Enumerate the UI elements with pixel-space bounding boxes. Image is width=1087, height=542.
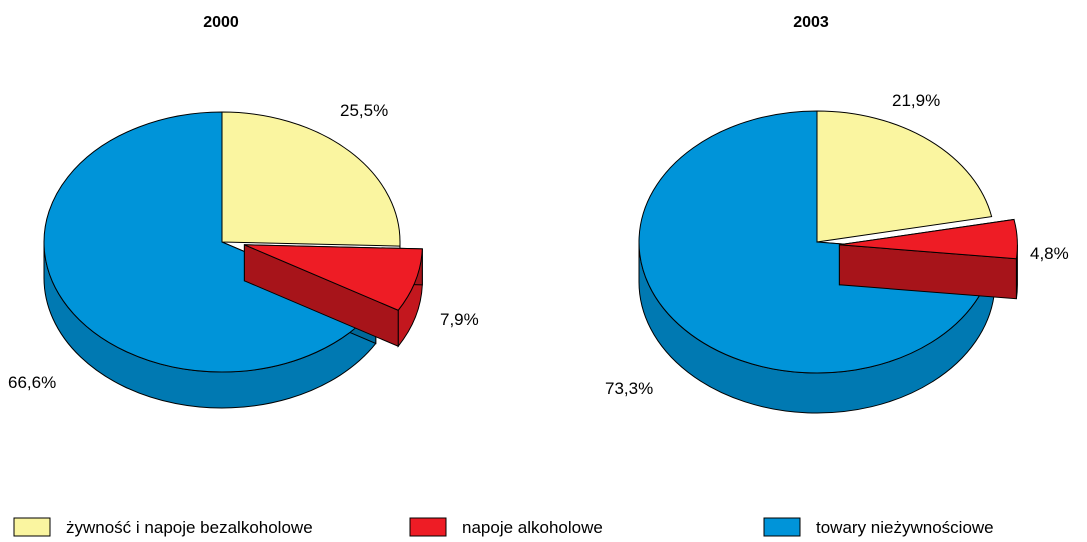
- label-alcohol-2000: 7,9%: [440, 310, 479, 329]
- pie-chart-2000: 2000 25,5% 7,9% 66,6%: [8, 14, 479, 409]
- chart-title-2000: 2000: [203, 14, 239, 31]
- legend-label-nonfood: towary nieżywnościowe: [816, 518, 994, 537]
- legend-swatch-alcohol: [409, 517, 447, 537]
- slice-top-towary-niezywnosciowe-2000: [43, 111, 377, 373]
- legend-label-alcohol: napoje alkoholowe: [462, 518, 603, 537]
- slice-napoje-alkoholowe-2000: [243, 244, 423, 348]
- label-alcohol-2003: 4,8%: [1030, 244, 1069, 263]
- label-nonfood-2000: 66,6%: [8, 373, 56, 392]
- chart-title-2003: 2003: [793, 14, 829, 31]
- legend: żywność i napoje bezalkoholowe napoje al…: [13, 517, 994, 537]
- slice-top-zywnosc-i-napoje-bezalkoholowe-2003: [816, 110, 993, 243]
- slice-top-napoje-alkoholowe-2003: [839, 218, 1018, 260]
- pie-2003-slices: [638, 110, 1018, 414]
- legend-swatch-nonfood: [763, 517, 801, 537]
- pie-chart-2003: 2003 21,9% 4,8% 73,3%: [605, 14, 1069, 414]
- label-food-2003: 21,9%: [892, 91, 940, 110]
- slice-napoje-alkoholowe-2003: [838, 218, 1018, 300]
- label-food-2000: 25,5%: [340, 101, 388, 120]
- legend-swatch-food: [13, 517, 51, 537]
- slice-top-napoje-alkoholowe-2000: [244, 244, 423, 311]
- label-nonfood-2003: 73,3%: [605, 379, 653, 398]
- slice-top-zywnosc-i-napoje-bezalkoholowe-2000: [221, 111, 401, 247]
- slice-zywnosc-i-napoje-bezalkoholowe-2003: [816, 110, 993, 243]
- legend-label-food: żywność i napoje bezalkoholowe: [66, 518, 313, 537]
- pie-2000-slices: [43, 111, 423, 409]
